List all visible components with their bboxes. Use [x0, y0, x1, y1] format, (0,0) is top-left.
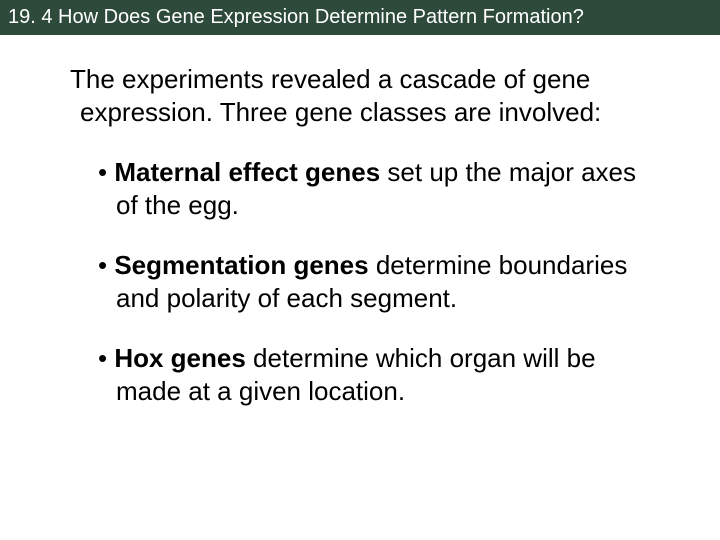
list-item: Segmentation genes determine boundaries …	[112, 249, 660, 314]
slide-header-title: 19. 4 How Does Gene Expression Determine…	[8, 6, 584, 28]
bullet-bold: Segmentation genes	[114, 250, 368, 280]
slide-content: The experiments revealed a cascade of ge…	[0, 35, 720, 407]
list-item: Hox genes determine which organ will be …	[112, 342, 660, 407]
bullet-bold: Maternal effect genes	[114, 157, 380, 187]
list-item: Maternal effect genes set up the major a…	[112, 156, 660, 221]
bullet-list: Maternal effect genes set up the major a…	[60, 156, 660, 407]
slide-header: 19. 4 How Does Gene Expression Determine…	[0, 0, 720, 35]
bullet-bold: Hox genes	[114, 343, 246, 373]
intro-paragraph: The experiments revealed a cascade of ge…	[70, 63, 660, 128]
